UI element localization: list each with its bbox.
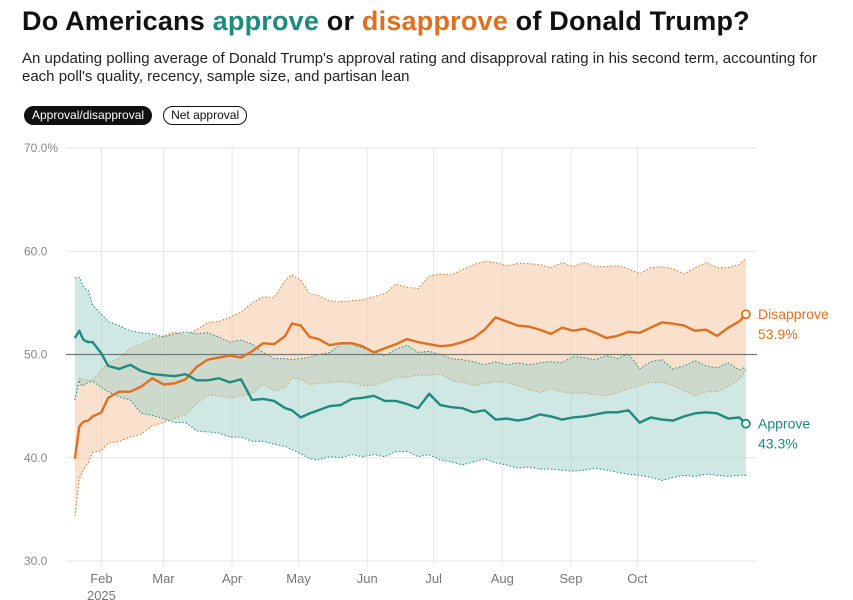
disapprove-end-name: Disapprove [758,306,829,322]
disapprove-end-value: 53.9% [758,326,798,342]
x-tick-label: Aug [491,571,514,586]
approve-band-lower-edge [74,378,746,481]
x-year-label: 2025 [87,588,116,600]
approve-line [73,329,747,425]
x-tick-label: Mar [152,571,175,586]
x-tick-label: Feb [90,571,112,586]
net-approval-toggle[interactable]: Net approval [163,106,248,125]
title-approve: approve [212,6,320,36]
title-mid: or [319,6,362,36]
approve-band-upper-edge [74,276,747,371]
approve-end-name: Approve [758,416,810,432]
uncertainty-bands [74,258,747,518]
approve-band [74,277,746,481]
approve-end-value: 43.3% [758,436,798,452]
y-tick-label: 60.0 [24,244,48,258]
series-end-labels: Disapprove 53.9% Approve 43.3% [758,306,829,451]
x-tick-label: May [286,571,311,586]
chart-subtitle: An updating polling average of Donald Tr… [22,50,818,85]
chart-title: Do Americans approve or disapprove of Do… [22,6,750,37]
disapprove-band [74,258,746,518]
approval-disapproval-toggle[interactable]: Approval/disapproval [24,106,153,125]
x-tick-label: Jul [425,571,442,586]
x-tick-label: Jun [357,571,378,586]
approve-end-marker [741,418,751,429]
y-tick-label: 50.0 [24,348,48,362]
axis-labels: 30.0 40.0 50.0 60.0 70.0% Feb Mar Apr May Jun Jul A… [24,141,648,600]
x-tick-label: Apr [222,571,243,586]
x-tick-label: Sep [559,571,582,586]
disapprove-end-marker [741,309,751,320]
series-lines [73,309,751,459]
x-tick-label: Oct [627,571,648,586]
view-toggle-group: Approval/disapproval Net approval [24,106,248,125]
disapprove-line [73,313,747,459]
title-disapprove: disapprove [361,6,508,36]
y-tick-label: 40.0 [24,451,48,465]
title-pre: Do Americans [22,6,213,36]
title-post: of Donald Trump? [507,6,750,36]
y-tick-label: 30.0 [24,554,48,568]
y-tick-label: 70.0% [24,141,58,155]
